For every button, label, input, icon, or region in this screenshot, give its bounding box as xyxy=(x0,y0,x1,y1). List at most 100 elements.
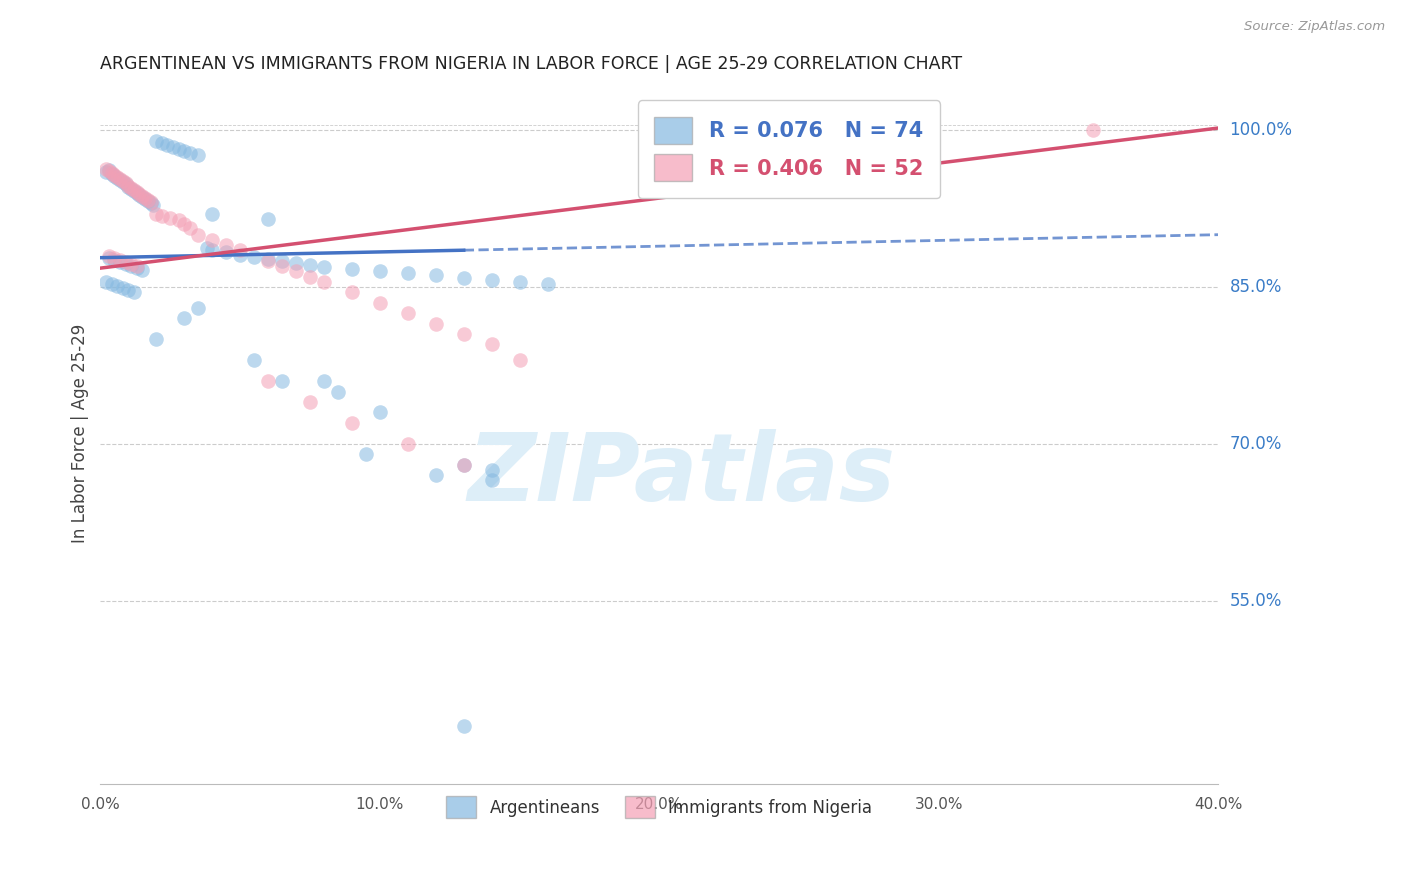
Point xyxy=(396,437,419,451)
Point xyxy=(173,217,195,231)
Point xyxy=(179,146,201,161)
Point xyxy=(145,332,167,346)
Point xyxy=(481,337,503,351)
Point xyxy=(326,384,349,399)
Point xyxy=(271,253,294,268)
Point xyxy=(128,188,150,202)
Point xyxy=(105,279,128,293)
Point xyxy=(114,178,136,192)
Point xyxy=(108,172,131,186)
Point xyxy=(425,317,447,331)
Point xyxy=(122,184,145,198)
Point xyxy=(100,277,122,291)
Point xyxy=(340,262,363,277)
Point xyxy=(134,192,156,206)
Point xyxy=(201,233,224,247)
Text: 55.0%: 55.0% xyxy=(1230,591,1282,610)
Y-axis label: In Labor Force | Age 25-29: In Labor Force | Age 25-29 xyxy=(72,324,89,543)
Point xyxy=(453,719,475,733)
Point xyxy=(131,189,153,203)
Point xyxy=(215,238,238,252)
Point xyxy=(187,148,209,162)
Text: 70.0%: 70.0% xyxy=(1230,434,1282,453)
Point xyxy=(312,374,335,388)
Point xyxy=(173,311,195,326)
Point xyxy=(453,458,475,472)
Point xyxy=(257,252,280,266)
Point xyxy=(114,255,136,269)
Point xyxy=(103,169,125,183)
Point xyxy=(312,260,335,274)
Point xyxy=(368,264,391,278)
Point xyxy=(481,463,503,477)
Point xyxy=(128,186,150,201)
Point xyxy=(453,326,475,341)
Point xyxy=(94,165,117,179)
Point xyxy=(111,175,134,189)
Point xyxy=(108,255,131,269)
Point xyxy=(103,252,125,267)
Point xyxy=(509,275,531,289)
Point xyxy=(100,167,122,181)
Point xyxy=(156,137,179,152)
Point xyxy=(105,170,128,185)
Point xyxy=(125,185,148,199)
Point xyxy=(145,207,167,221)
Point xyxy=(298,395,321,409)
Point xyxy=(159,211,181,225)
Point xyxy=(120,181,142,195)
Point xyxy=(105,171,128,186)
Point xyxy=(145,134,167,148)
Point xyxy=(134,191,156,205)
Point xyxy=(97,249,120,263)
Point xyxy=(257,253,280,268)
Point xyxy=(509,353,531,368)
Point xyxy=(298,258,321,272)
Text: ARGENTINEAN VS IMMIGRANTS FROM NIGERIA IN LABOR FORCE | AGE 25-29 CORRELATION CH: ARGENTINEAN VS IMMIGRANTS FROM NIGERIA I… xyxy=(100,55,963,73)
Point xyxy=(136,194,159,209)
Point xyxy=(125,261,148,276)
Point xyxy=(215,245,238,260)
Point xyxy=(201,244,224,258)
Point xyxy=(425,268,447,283)
Point xyxy=(167,213,190,227)
Text: Source: ZipAtlas.com: Source: ZipAtlas.com xyxy=(1244,20,1385,33)
Point xyxy=(285,264,308,278)
Text: ZIPatlas: ZIPatlas xyxy=(468,429,896,522)
Point xyxy=(114,177,136,191)
Point xyxy=(229,244,252,258)
Point xyxy=(139,195,162,210)
Point xyxy=(396,306,419,320)
Point xyxy=(195,241,218,255)
Point xyxy=(120,259,142,273)
Point xyxy=(103,251,125,265)
Point xyxy=(229,247,252,261)
Point xyxy=(162,140,184,154)
Point xyxy=(298,269,321,284)
Point xyxy=(243,353,266,368)
Point xyxy=(120,180,142,194)
Point xyxy=(125,186,148,200)
Point xyxy=(122,285,145,300)
Point xyxy=(285,256,308,270)
Point xyxy=(312,275,335,289)
Point xyxy=(271,259,294,273)
Point xyxy=(100,166,122,180)
Point xyxy=(117,178,139,193)
Point xyxy=(257,374,280,388)
Point xyxy=(340,416,363,430)
Point xyxy=(139,196,162,211)
Point xyxy=(122,183,145,197)
Legend: Argentineans, Immigrants from Nigeria: Argentineans, Immigrants from Nigeria xyxy=(440,789,879,824)
Point xyxy=(150,136,173,150)
Point xyxy=(536,277,558,291)
Point xyxy=(131,190,153,204)
Point xyxy=(136,193,159,207)
Point xyxy=(108,173,131,187)
Point xyxy=(481,273,503,287)
Point xyxy=(340,285,363,300)
Point xyxy=(453,458,475,472)
Point xyxy=(187,301,209,315)
Point xyxy=(201,207,224,221)
Point xyxy=(131,263,153,277)
